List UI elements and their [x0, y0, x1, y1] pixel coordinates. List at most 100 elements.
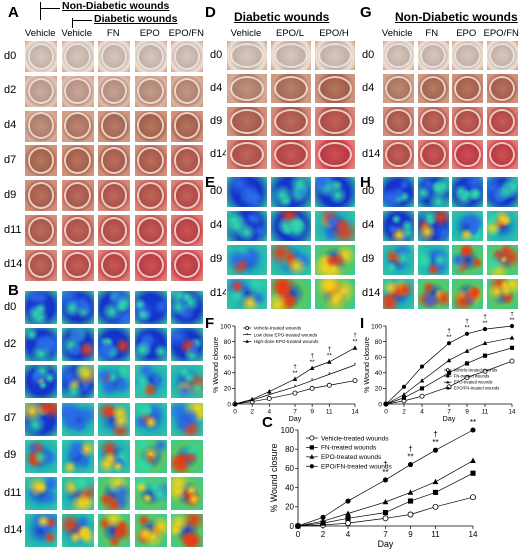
data-point — [509, 335, 515, 340]
column-label: EPO/L — [276, 28, 304, 39]
data-point — [401, 392, 407, 397]
perfusion-heatmap — [170, 476, 204, 511]
data-point — [326, 359, 332, 364]
data-point — [482, 353, 488, 358]
wound-photo — [24, 248, 58, 282]
data-point — [382, 510, 389, 516]
row-label: d11 — [4, 486, 22, 499]
legend-label: FN-treated wounds — [454, 374, 490, 379]
panel-a-header-nondiabetic: Non-Diabetic wounds — [62, 0, 170, 12]
wound-photo — [24, 144, 58, 178]
wound-ring — [488, 75, 515, 101]
x-tick-label: 0 — [233, 409, 237, 416]
y-axis-label: % Wound closure — [269, 444, 279, 513]
legend-label: Vehicle-treated wounds — [254, 326, 302, 331]
data-point — [470, 494, 476, 501]
wound-photo — [24, 40, 58, 73]
wound-photo — [226, 73, 268, 104]
y-tick-label: 40 — [285, 483, 294, 492]
wound-photo — [170, 248, 204, 282]
panel-label-h: H — [360, 174, 371, 191]
row-label: d14 — [210, 287, 229, 299]
data-point — [309, 385, 315, 391]
wound-photo — [170, 109, 204, 143]
data-point — [470, 427, 476, 433]
wound-ring — [64, 147, 91, 174]
wound-photo — [382, 73, 415, 104]
wound-ring — [27, 182, 55, 209]
row-label: d4 — [362, 219, 375, 231]
column-label: Vehicle — [381, 28, 413, 39]
data-point — [419, 386, 425, 391]
perfusion-heatmap — [416, 278, 450, 310]
wound-ring — [173, 42, 201, 70]
wound-photo — [97, 74, 131, 108]
wound-ring — [137, 251, 164, 279]
chart-i: 0 2 4 7 9 11 14 0 20 40 60 80 100 Day % Wound closure *… — [363, 312, 516, 423]
wound-photo — [382, 40, 415, 71]
row-label: d2 — [4, 84, 17, 97]
wound-ring — [27, 251, 55, 279]
x-axis-label: Day — [289, 415, 302, 423]
y-tick-label: 100 — [220, 323, 231, 330]
perfusion-heatmap — [97, 476, 131, 511]
perfusion-heatmap — [97, 513, 131, 549]
wound-ring — [64, 77, 91, 105]
significance-marker: † — [465, 318, 469, 325]
wound-photo — [485, 40, 519, 71]
wound-photo — [97, 109, 131, 143]
wound-ring — [385, 42, 412, 68]
wound-ring — [100, 77, 128, 105]
perfusion-heatmap — [97, 327, 131, 363]
wound-photo — [270, 139, 312, 170]
wound-ring — [488, 42, 515, 68]
y-tick-label: 100 — [281, 426, 295, 435]
wound-photo — [485, 139, 519, 170]
bracket-line — [40, 2, 41, 20]
data-point — [352, 378, 358, 384]
wound-ring — [230, 108, 264, 134]
wound-ring — [64, 182, 91, 209]
perfusion-heatmap — [24, 476, 58, 511]
significance-marker: ** — [446, 334, 452, 341]
wound-ring — [230, 42, 264, 68]
legend-label: Vehicle-treated wounds — [321, 435, 389, 442]
perfusion-heatmap — [485, 244, 519, 276]
wound-ring — [274, 141, 308, 167]
wound-ring — [27, 42, 55, 70]
wound-photo — [226, 139, 268, 170]
data-point — [326, 382, 332, 388]
data-point — [401, 384, 407, 389]
wound-ring — [100, 42, 128, 70]
data-point: * — [246, 332, 248, 337]
wound-ring — [27, 216, 55, 244]
row-label: d0 — [210, 48, 223, 61]
wound-ring — [137, 182, 164, 209]
row-label: d14 — [362, 147, 381, 160]
column-label: EPO/FN — [483, 28, 519, 39]
data-point — [292, 376, 298, 381]
column-label: FN — [425, 28, 439, 39]
wound-photo — [416, 40, 450, 71]
perfusion-heatmap — [60, 290, 95, 325]
wound-photo — [24, 109, 58, 143]
perfusion-heatmap — [270, 210, 312, 242]
significance-marker: ** — [327, 353, 333, 360]
wound-photo — [314, 106, 356, 137]
wound-ring — [100, 112, 128, 140]
data-point: * — [311, 378, 314, 385]
wound-photo — [60, 214, 95, 247]
data-point — [309, 464, 314, 469]
wound-photo — [97, 144, 131, 178]
row-label: d4 — [210, 81, 223, 94]
perfusion-heatmap — [133, 364, 168, 400]
wound-photo — [60, 40, 95, 73]
data-point — [446, 374, 450, 378]
chart-c: 0 2 4 7 9 11 14 0 20 40 60 80 100 Day % Wound closure *… — [269, 418, 478, 549]
x-tick-label: 0 — [296, 530, 301, 539]
wound-photo — [382, 139, 415, 170]
perfusion-heatmap — [133, 476, 168, 511]
panel-label-e: E — [205, 174, 216, 191]
panel-g-header: Non-Diabetic wounds — [395, 10, 518, 24]
perfusion-heatmap — [60, 438, 95, 474]
